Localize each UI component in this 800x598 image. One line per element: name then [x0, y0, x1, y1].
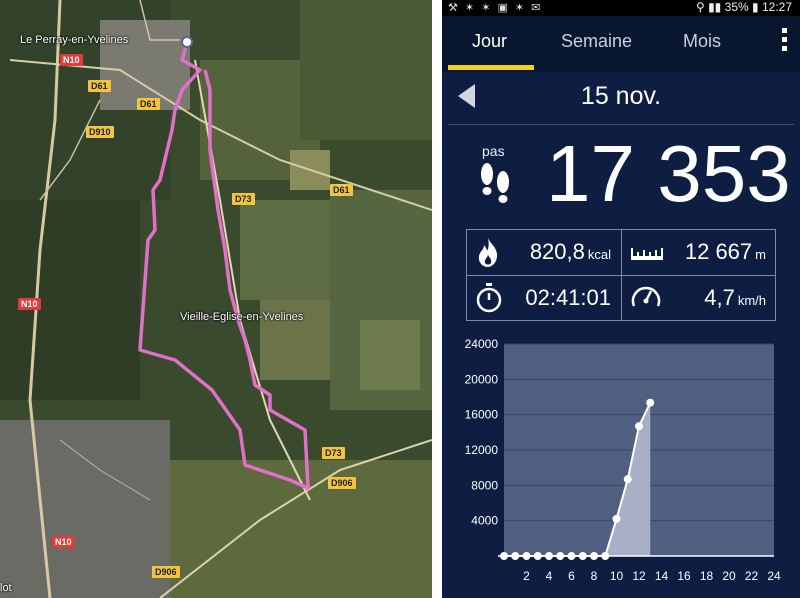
road-label-d61: D61 — [88, 80, 111, 92]
route-map[interactable]: Le Perray-en-Yvelines Vieille-Eglise-en-… — [0, 0, 432, 598]
status-right: ⚲ ▮▮ 35% ▮ 12:27 — [696, 0, 792, 14]
distance-cell: 12 667 m — [622, 230, 776, 274]
x-tick-label: 6 — [568, 569, 575, 583]
clock: 12:27 — [761, 0, 792, 14]
battery-icon: ▮ — [752, 0, 759, 14]
walk-route-line — [138, 41, 310, 490]
x-tick-label: 4 — [546, 569, 553, 583]
chart-data-point — [612, 514, 621, 523]
y-tick-label: 16000 — [465, 408, 499, 422]
notification-icons: ⚒ ✶ ✶ ▣ ✶ ✉ — [448, 2, 543, 14]
road-label-n10: N10 — [18, 298, 41, 310]
calories-unit: kcal — [587, 247, 611, 262]
y-tick-label: 4000 — [471, 514, 498, 528]
calories-cell: 820,8 kcal — [467, 230, 621, 274]
y-tick-label: 12000 — [465, 443, 499, 457]
chart-data-point — [623, 475, 632, 484]
tab-day[interactable]: Jour — [472, 31, 508, 51]
road-label-d61: D61 — [330, 184, 353, 196]
x-tick-label: 20 — [722, 569, 736, 583]
divider — [448, 124, 794, 125]
stopwatch-icon — [476, 283, 502, 313]
x-tick-label: 16 — [677, 569, 691, 583]
tab-month[interactable]: Mois — [683, 31, 722, 51]
date-navigator: 15 nov. — [442, 72, 800, 124]
road-label-d906: D906 — [328, 477, 356, 489]
x-tick-label: 18 — [700, 569, 714, 583]
speedometer-icon — [631, 286, 661, 307]
duration-cell: 02:41:01 — [467, 276, 621, 320]
current-date: 15 nov. — [580, 82, 662, 110]
stats-divider — [467, 275, 775, 276]
y-tick-label: 24000 — [465, 337, 499, 351]
x-tick-label: 8 — [591, 569, 598, 583]
road-label-d910: D910 — [86, 126, 114, 138]
chart-data-point — [646, 398, 655, 407]
duration-value: 02:41:01 — [525, 285, 611, 310]
y-tick-label: 8000 — [471, 478, 498, 492]
place-label-lot: lot — [0, 582, 12, 594]
road-label-d73: D73 — [322, 447, 345, 459]
place-label-vieille-eglise: Vieille-Eglise-en-Yvelines — [180, 311, 304, 323]
distance-unit: m — [755, 247, 766, 262]
route-start-marker[interactable] — [181, 36, 193, 48]
speed-cell: 4,7 km/h — [622, 276, 776, 320]
speed-value: 4,7 — [704, 285, 735, 310]
place-label-perray: Le Perray-en-Yvelines — [20, 34, 129, 46]
x-tick-label: 10 — [610, 569, 624, 583]
steps-label: pas — [482, 143, 505, 159]
speed-unit: km/h — [737, 293, 766, 308]
x-tick-label: 22 — [745, 569, 759, 583]
x-tick-label: 14 — [655, 569, 669, 583]
road-label-d61: D61 — [137, 98, 160, 110]
y-tick-label: 20000 — [465, 372, 499, 386]
image-divider — [432, 0, 442, 598]
period-tabs: Jour Semaine Mois — [442, 16, 800, 72]
distance-value: 12 667 — [684, 239, 753, 264]
x-tick-label: 24 — [767, 569, 781, 583]
chart-data-point — [635, 422, 643, 431]
tab-week[interactable]: Semaine — [561, 31, 633, 51]
x-tick-label: 12 — [632, 569, 646, 583]
footprints-icon — [481, 163, 509, 203]
x-tick-label: 2 — [523, 569, 530, 583]
stats-grid: 820,8 kcal 12 667 m 02:41:01 — [466, 229, 776, 321]
road-label-n10: N10 — [52, 536, 75, 548]
road-label-n10: N10 — [60, 54, 83, 66]
active-tab-indicator — [448, 65, 534, 70]
calories-value: 820,8 — [529, 239, 585, 264]
flame-icon — [478, 238, 498, 267]
status-bar: ⚒ ✶ ✶ ▣ ✶ ✉ ⚲ ▮▮ 35% ▮ 12:27 — [442, 0, 800, 16]
steps-count: 17 353 — [546, 129, 791, 218]
battery-level: 35% — [724, 0, 749, 14]
road-label-d906: D906 — [152, 566, 180, 578]
road-label-d73: D73 — [232, 193, 255, 205]
location-icon: ⚲ — [695, 0, 705, 14]
overflow-menu-icon[interactable] — [782, 28, 788, 55]
previous-day-arrow-icon[interactable] — [458, 84, 475, 108]
map-canvas — [0, 0, 432, 598]
ruler-icon — [631, 248, 663, 260]
pedometer-app: ⚒ ✶ ✶ ▣ ✶ ✉ ⚲ ▮▮ 35% ▮ 12:27 Jour Semain… — [442, 0, 800, 598]
signal-icon: ▮▮ — [708, 0, 722, 14]
